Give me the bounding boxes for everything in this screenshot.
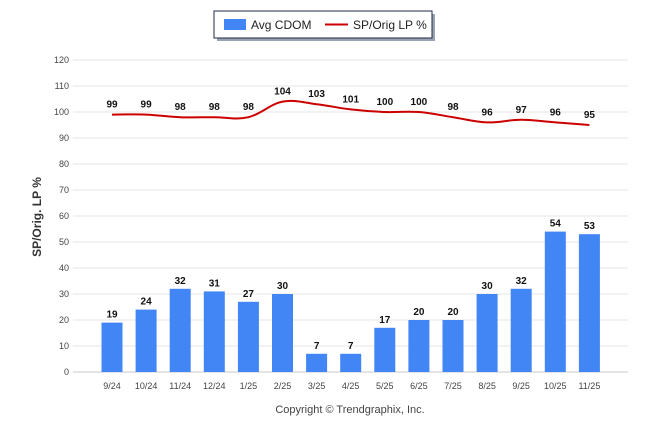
legend-label-sp-orig-lp: SP/Orig LP % [353,18,427,32]
bar-avg-cdom [306,353,328,372]
bar-avg-cdom [476,294,498,372]
x-tick-label: 3/25 [308,381,326,391]
bar-avg-cdom [408,320,430,372]
y-tick-label: 100 [54,107,69,117]
x-tick-label: 7/25 [444,381,462,391]
line-data-label: 101 [342,94,359,105]
y-tick-label: 110 [55,81,69,91]
legend-swatch-avg-cdom [224,19,246,30]
bar-data-label: 30 [482,281,494,292]
bar-avg-cdom [237,301,259,372]
bar-avg-cdom [442,320,464,372]
line-path-sp-orig-lp [111,99,590,126]
bar-avg-cdom [544,231,566,372]
line-data-label: 99 [141,100,153,111]
x-tick-label: 12/24 [203,381,226,391]
bar-data-label: 32 [516,276,528,287]
bar-data-label: 17 [379,315,391,326]
bar-data-label: 7 [348,341,354,352]
line-data-label: 99 [106,100,118,111]
gridlines [73,59,628,373]
y-tick-label: 10 [59,341,69,351]
y-axis-title: SP/Orig. LP % [30,177,44,257]
bar-data-label: 32 [175,276,187,287]
x-axis-ticks: 9/24 10/24 11/24 12/24 1/25 2/25 3/25 4/25 5/25 6… [103,381,600,391]
line-data-label: 96 [550,107,562,118]
line-data-label: 96 [482,107,494,118]
bar-data-label: 30 [277,281,289,292]
x-tick-label: 6/25 [410,381,428,391]
x-tick-label: 8/25 [478,381,496,391]
y-tick-label: 70 [59,185,69,195]
bar-avg-cdom [374,327,396,372]
y-tick-label: 20 [59,315,69,325]
legend-label-avg-cdom: Avg CDOM [251,18,311,32]
bar-avg-cdom [135,309,157,372]
line-data-label: 98 [209,102,221,113]
x-tick-label: 11/24 [169,381,191,391]
x-tick-label: 4/25 [342,381,360,391]
bar-avg-cdom [578,234,600,372]
line-data-label: 100 [376,97,393,108]
y-axis-ticks: 0 10 20 30 40 50 60 70 80 90 100 110 120 [54,55,69,377]
x-tick-label: 10/25 [544,381,567,391]
line-data-label: 98 [243,102,255,113]
bar-data-label: 19 [106,310,118,321]
bar-avg-cdom [203,291,225,372]
y-tick-label: 30 [59,289,69,299]
line-data-label: 104 [274,87,291,98]
y-tick-label: 120 [54,55,69,65]
bar-data-label: 20 [447,307,459,318]
bar-data-label: 20 [413,307,425,318]
x-tick-label: 11/25 [578,381,600,391]
x-tick-label: 5/25 [376,381,394,391]
x-tick-label: 1/25 [240,381,258,391]
y-tick-label: 0 [64,367,69,377]
line-data-label: 98 [175,102,187,113]
line-sp-orig-lp [111,99,590,126]
bar-data-label: 24 [141,297,153,308]
y-tick-label: 90 [59,133,69,143]
bar-avg-cdom [340,353,362,372]
copyright-text: Copyright © Trendgraphix, Inc. [275,404,424,416]
x-tick-label: 2/25 [274,381,292,391]
line-data-label: 95 [584,110,596,121]
y-tick-label: 80 [59,159,69,169]
bar-data-label: 54 [550,219,562,230]
line-data-label: 103 [308,89,325,100]
x-tick-label: 10/24 [135,381,158,391]
y-tick-label: 50 [59,237,69,247]
bar-avg-cdom [101,322,123,372]
bar-avg-cdom [169,288,191,372]
bar-data-label: 7 [314,341,320,352]
bars-avg-cdom [101,231,600,372]
bar-data-label: 31 [209,278,221,289]
y-tick-label: 60 [59,211,69,221]
y-tick-label: 40 [59,263,69,273]
legend: Avg CDOM SP/Orig LP % [213,10,435,41]
data-labels: 19 24 32 31 27 30 7 7 17 20 20 30 32 54 53 99 99 98 98 98 10… [106,87,595,352]
line-data-label: 97 [516,105,528,116]
bar-data-label: 27 [243,289,255,300]
bar-data-label: 53 [584,221,596,232]
x-tick-label: 9/24 [103,381,121,391]
bar-avg-cdom [272,294,293,372]
line-data-label: 98 [447,102,459,113]
x-tick-label: 9/25 [512,381,530,391]
bar-avg-cdom [510,288,532,372]
line-data-label: 100 [411,97,428,108]
